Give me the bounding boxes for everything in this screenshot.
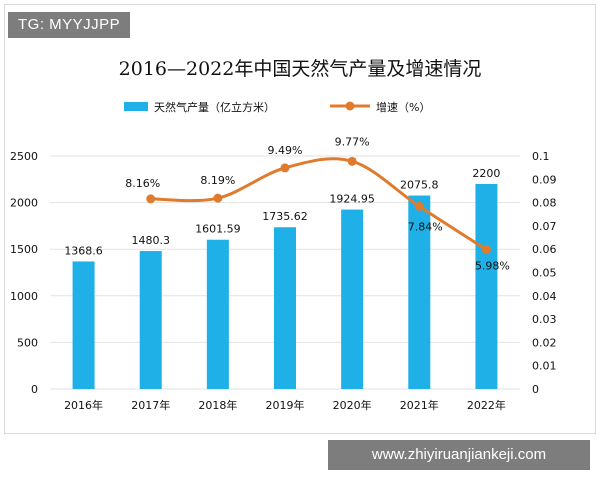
- legend-line-marker: [345, 101, 355, 111]
- y-right-tick-label: 0.01: [532, 360, 557, 373]
- growth-data-label: 9.49%: [268, 144, 303, 157]
- growth-marker: [280, 163, 290, 173]
- y-right-tick-label: 0.06: [532, 243, 557, 256]
- tg-tag-label: TG: MYYJJPP: [8, 12, 131, 38]
- y-left-tick-label: 0: [31, 383, 38, 396]
- y-left-tick-label: 2500: [10, 150, 38, 163]
- bar-data-label: 1735.62: [262, 210, 308, 223]
- y-right-tick-label: 0.02: [532, 336, 557, 349]
- y-right-tick-label: 0.09: [532, 173, 557, 186]
- legend-bar-swatch: [124, 102, 148, 111]
- x-tick-label: 2016年: [64, 398, 103, 412]
- x-tick-label: 2022年: [467, 398, 506, 412]
- bar-data-label: 1368.6: [64, 244, 103, 257]
- bar-data-label: 2075.8: [400, 179, 439, 192]
- growth-line: [150, 157, 488, 251]
- x-tick-label: 2018年: [198, 398, 237, 412]
- x-tick-label: 2017年: [131, 398, 170, 412]
- growth-data-label: 8.16%: [125, 177, 160, 190]
- y-left-tick-label: 1500: [10, 243, 38, 256]
- bar-data-label: 1601.59: [195, 223, 241, 236]
- bar: [139, 251, 162, 389]
- growth-marker: [481, 245, 491, 255]
- x-tick-label: 2019年: [266, 398, 305, 412]
- y-left-tick-label: 2000: [10, 197, 38, 210]
- bar: [475, 183, 498, 389]
- growth-data-label: 8.19%: [200, 174, 235, 187]
- y-right-tick-label: 0.08: [532, 197, 557, 210]
- bar-data-label: 2200: [472, 167, 500, 180]
- bar-data-label: 1924.95: [329, 193, 375, 206]
- bar: [72, 261, 95, 389]
- growth-marker: [213, 193, 223, 203]
- bar: [206, 239, 229, 389]
- y-right-tick-label: 0.03: [532, 313, 557, 326]
- growth-marker: [414, 201, 424, 211]
- y-right-tick-label: 0.04: [532, 290, 557, 303]
- x-tick-label: 2021年: [400, 398, 439, 412]
- growth-marker: [146, 194, 156, 204]
- y-right-tick-label: 0.1: [532, 150, 550, 163]
- y-right-tick-label: 0.07: [532, 220, 557, 233]
- y-left-tick-label: 500: [17, 336, 38, 349]
- bar: [274, 227, 296, 389]
- y-right-tick-label: 0.05: [532, 267, 557, 280]
- watermark-label: www.zhiyiruanjiankeji.com: [328, 440, 590, 470]
- bar: [408, 195, 431, 389]
- growth-data-label: 9.77%: [335, 135, 370, 148]
- growth-marker: [347, 156, 357, 166]
- bar: [341, 209, 364, 389]
- chart-title: 2016—2022年中国天然气产量及增速情况: [118, 58, 482, 80]
- growth-data-label: 5.98%: [475, 260, 510, 273]
- y-right-tick-label: 0: [532, 383, 539, 396]
- legend-bar-label: 天然气产量（亿立方米）: [154, 100, 275, 114]
- y-left-tick-label: 1000: [10, 290, 38, 303]
- growth-data-label: 7.84%: [408, 220, 443, 233]
- x-tick-label: 2020年: [333, 398, 372, 412]
- legend-line-label: 增速（%）: [376, 100, 430, 114]
- bar-data-label: 1480.3: [131, 234, 170, 247]
